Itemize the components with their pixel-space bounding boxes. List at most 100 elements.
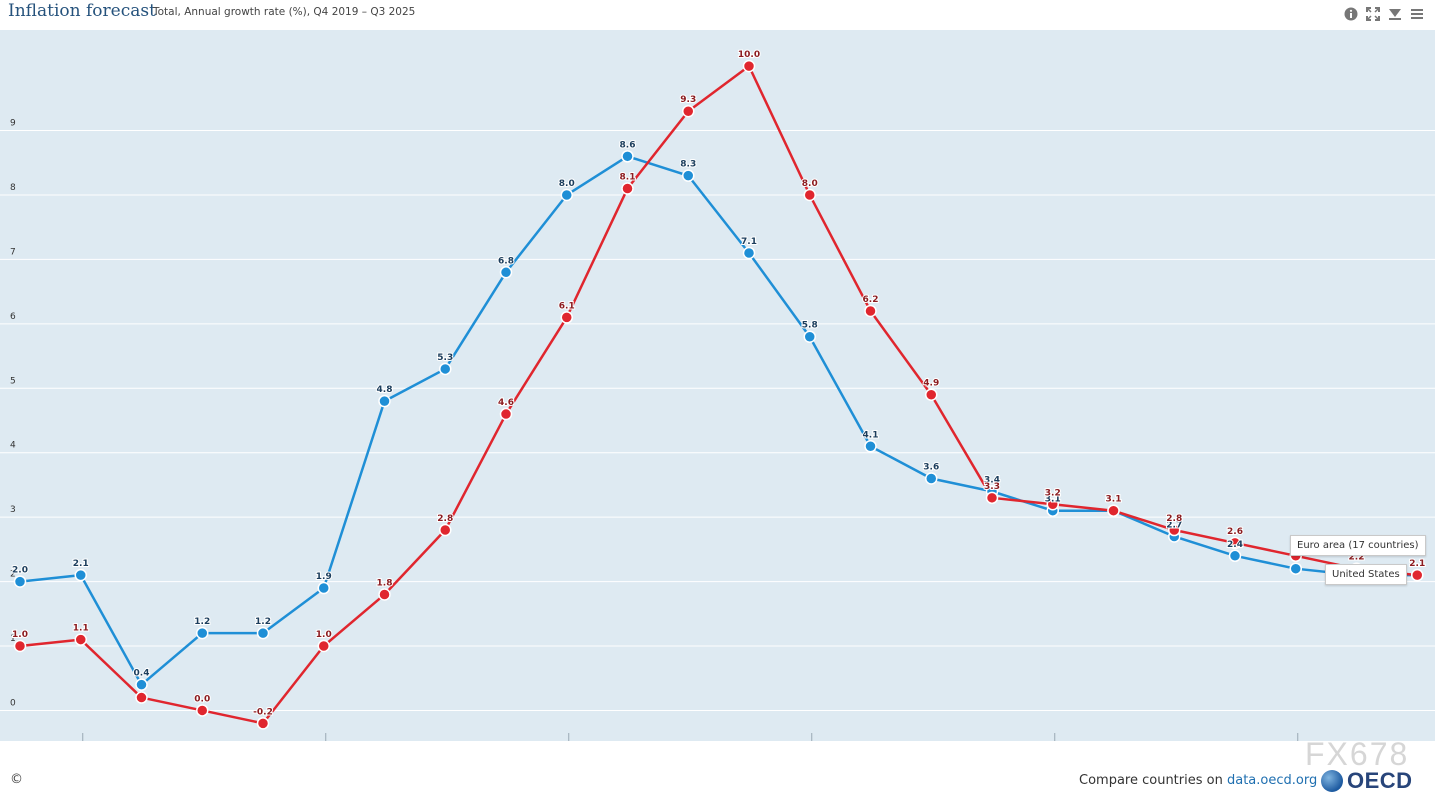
data-label: 8.1 <box>620 173 636 183</box>
data-label: 1.2 <box>255 617 271 627</box>
oecd-logo-text: OECD <box>1347 768 1413 793</box>
data-label: 4.8 <box>377 385 393 395</box>
chart-title: Inflation forecast <box>8 1 156 21</box>
data-label: 6.2 <box>863 295 879 305</box>
data-point[interactable] <box>196 704 209 717</box>
globe-icon <box>1321 770 1343 792</box>
data-point[interactable] <box>1289 562 1302 575</box>
data-label: 1.0 <box>12 630 28 640</box>
data-point[interactable] <box>803 330 816 343</box>
y-tick-label: 6 <box>10 312 16 322</box>
data-label: 3.6 <box>923 462 939 472</box>
data-point[interactable] <box>803 188 816 202</box>
data-point[interactable] <box>256 717 270 730</box>
plot-area: 01234567892020202120222023202420252.02.1… <box>0 30 1435 760</box>
data-point[interactable] <box>439 362 452 376</box>
data-point[interactable] <box>742 246 756 260</box>
y-tick-label: 5 <box>10 376 16 386</box>
data-point[interactable] <box>985 491 999 505</box>
tooltip-euro-area: Euro area (17 countries) <box>1290 535 1426 556</box>
data-point[interactable] <box>439 523 452 537</box>
copyright-notice[interactable]: © <box>10 772 23 787</box>
data-point[interactable] <box>925 388 938 401</box>
data-point[interactable] <box>378 394 391 408</box>
data-label: 4.1 <box>863 430 879 440</box>
data-point[interactable] <box>1168 523 1181 537</box>
data-label: 2.4 <box>1227 540 1243 550</box>
data-point[interactable] <box>742 59 756 73</box>
data-point[interactable] <box>925 472 938 485</box>
data-point[interactable] <box>864 304 877 318</box>
data-label: 3.1 <box>1045 495 1061 505</box>
data-label: 4.6 <box>498 398 514 408</box>
data-point[interactable] <box>1228 549 1242 563</box>
data-point[interactable] <box>378 588 391 601</box>
chart-subtitle: Total, Annual growth rate (%), Q4 2019 –… <box>153 6 416 18</box>
data-point[interactable] <box>256 626 270 640</box>
data-label: 8.0 <box>802 179 818 189</box>
data-point[interactable] <box>499 407 513 421</box>
data-point[interactable] <box>1107 504 1120 517</box>
data-point[interactable] <box>1411 568 1424 582</box>
data-label: 3.4 <box>984 475 1000 485</box>
series-line-euro-area[interactable] <box>19 64 1418 725</box>
data-point[interactable] <box>682 169 695 182</box>
y-tick-label: 3 <box>10 505 16 515</box>
data-label: 2.6 <box>1227 527 1243 537</box>
data-point[interactable] <box>74 633 87 646</box>
data-label: 6.8 <box>498 256 514 266</box>
y-tick-label: 2 <box>10 570 16 580</box>
data-point[interactable] <box>560 311 573 324</box>
data-label: 9.3 <box>680 95 696 105</box>
data-point[interactable] <box>682 104 695 118</box>
data-label: 5.3 <box>437 353 453 363</box>
download-icon[interactable] <box>1387 6 1403 22</box>
data-point[interactable] <box>621 150 634 163</box>
data-point[interactable] <box>1228 536 1242 550</box>
watermark: FX678 <box>1305 736 1410 772</box>
data-label: 2.1 <box>73 559 89 569</box>
y-tick-label: 7 <box>10 247 16 257</box>
info-icon[interactable] <box>1343 6 1359 22</box>
oecd-logo[interactable]: OECD <box>1321 768 1413 794</box>
chart-footer: © Compare countries on data.oecd.org OEC… <box>0 741 1435 794</box>
data-point[interactable] <box>560 188 573 202</box>
data-label: 1.9 <box>316 572 332 582</box>
menu-icon[interactable] <box>1409 6 1425 22</box>
tooltip-united-states: United States <box>1325 564 1407 585</box>
data-oecd-link[interactable]: data.oecd.org <box>1226 773 1318 788</box>
data-label: 8.6 <box>620 140 636 150</box>
data-point[interactable] <box>317 581 330 595</box>
series-line-united-states[interactable] <box>19 155 1418 686</box>
data-point[interactable] <box>317 639 330 653</box>
data-label: 7.1 <box>741 237 757 247</box>
data-label: 8.3 <box>680 160 696 170</box>
data-label: 6.1 <box>559 301 575 311</box>
data-label: 2.1 <box>1409 559 1425 569</box>
data-label: 3.3 <box>984 482 1000 492</box>
data-point[interactable] <box>864 440 877 453</box>
data-point[interactable] <box>74 568 87 582</box>
chart-header: Inflation forecast Total, Annual growth … <box>0 0 1435 30</box>
data-point[interactable] <box>196 626 209 640</box>
data-label: 10.0 <box>738 50 760 60</box>
data-point[interactable] <box>135 691 148 704</box>
data-label: 1.1 <box>73 624 89 634</box>
fullscreen-icon[interactable] <box>1365 6 1381 22</box>
data-point[interactable] <box>1046 498 1059 511</box>
data-label: 1.2 <box>194 617 210 627</box>
line-chart: 01234567892020202120222023202420252.02.1… <box>0 49 1435 760</box>
data-point[interactable] <box>621 182 634 195</box>
y-tick-label: 9 <box>10 119 16 129</box>
data-point[interactable] <box>13 575 27 588</box>
data-label: 2.8 <box>437 514 453 524</box>
chart-toolbar <box>1343 6 1425 22</box>
data-label: -0.2 <box>253 707 273 717</box>
y-tick-label: 1 <box>10 634 16 644</box>
data-label: 3.2 <box>1045 488 1061 498</box>
data-point[interactable] <box>13 639 27 653</box>
data-point[interactable] <box>499 266 513 279</box>
data-label: 5.8 <box>802 321 818 331</box>
y-tick-label: 8 <box>10 183 16 193</box>
data-point[interactable] <box>135 678 148 691</box>
